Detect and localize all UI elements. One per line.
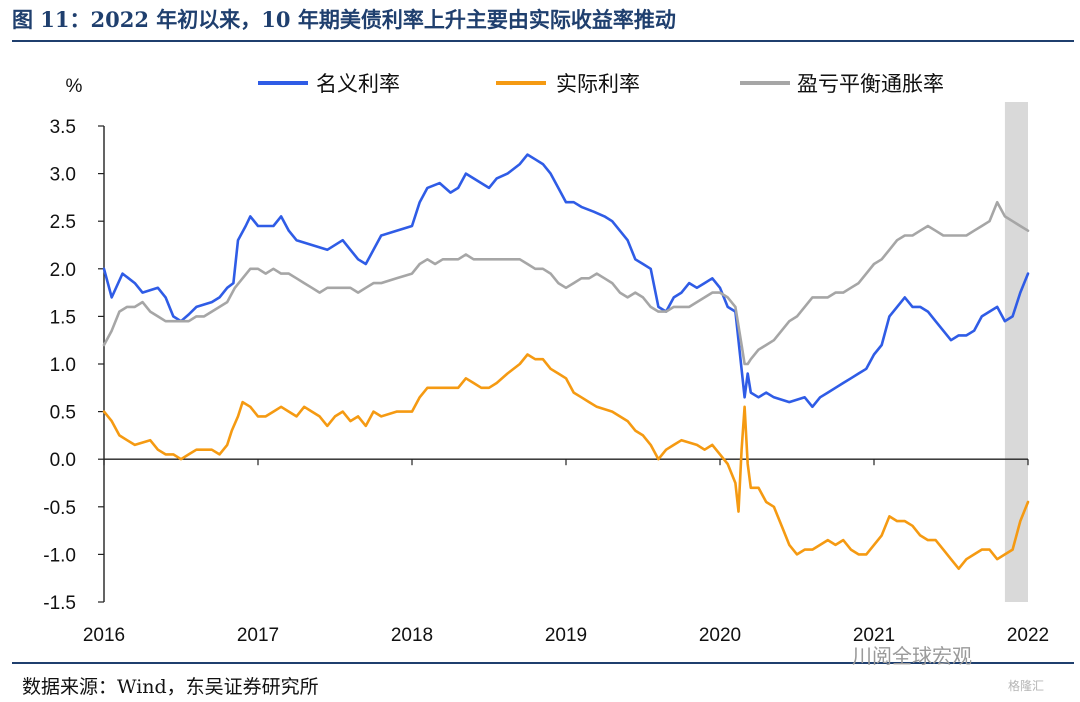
title-rule <box>12 40 1074 42</box>
series-line-2 <box>102 200 1030 366</box>
series-line-0 <box>102 153 1030 409</box>
y-tick-label: -1.5 <box>43 593 76 614</box>
y-tick-label: 2.5 <box>50 212 76 233</box>
y-tick-label: -0.5 <box>43 498 76 519</box>
x-tick-label: 2017 <box>237 625 279 646</box>
footer-rule <box>12 662 1074 664</box>
y-tick-label: -1.0 <box>43 545 76 566</box>
x-tick-label: 2022 <box>1007 625 1049 646</box>
y-tick-label: 0.0 <box>50 450 76 471</box>
y-tick-label: 3.5 <box>50 117 76 138</box>
x-tick-label: 2018 <box>391 625 433 646</box>
x-tick-label: 2016 <box>83 625 125 646</box>
y-tick-label: 1.0 <box>50 355 76 376</box>
y-axis-unit: % <box>66 76 83 97</box>
source-note: 数据来源：Wind，东吴证券研究所 <box>22 676 319 698</box>
figure-title: 图 11：2022 年初以来，10 年期美债利率上升主要由实际收益率推动 <box>12 7 676 32</box>
chart: 3.5 3.0 2.5 2.0 1.5 1.0 0.5 0.0 -0.5 -1.0 -1.5% 201… <box>43 72 1049 646</box>
legend-label-2: 盈亏平衡通胀率 <box>797 72 944 96</box>
y-tick-label: 2.0 <box>50 260 76 281</box>
watermark-secondary: 格隆汇 <box>1008 679 1045 693</box>
x-tick-label: 2021 <box>853 625 895 646</box>
y-tick-label: 0.5 <box>50 403 76 424</box>
y-tick-label: 1.5 <box>50 307 76 328</box>
shaded-period <box>1004 102 1028 602</box>
x-tick-label: 2020 <box>699 625 741 646</box>
legend-label-0: 名义利率 <box>316 72 400 96</box>
series-line-1 <box>102 353 1030 571</box>
y-tick-label: 3.0 <box>50 165 76 186</box>
x-tick-label: 2019 <box>545 625 587 646</box>
watermark: 川阅全球宏观 <box>852 644 972 668</box>
legend-label-1: 实际利率 <box>556 72 640 96</box>
